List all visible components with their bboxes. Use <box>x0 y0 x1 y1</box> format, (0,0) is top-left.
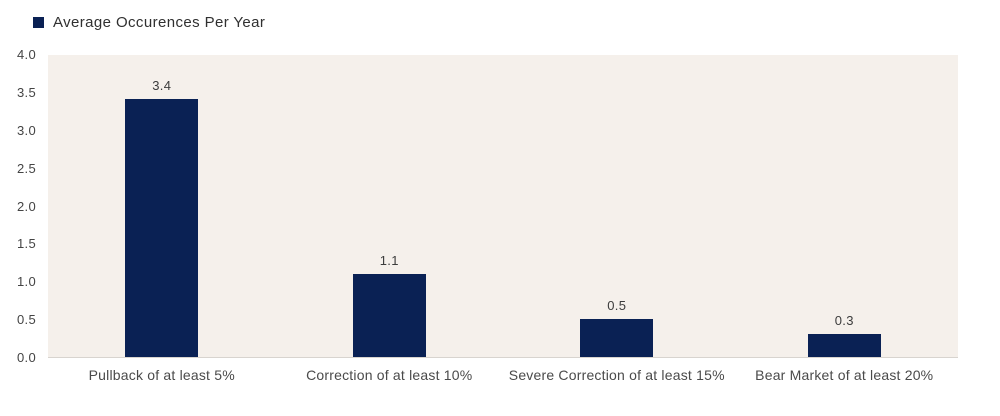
plot-area: 3.4 1.1 0.5 0.3 <box>48 55 958 358</box>
y-tick-label: 1.0 <box>17 274 36 290</box>
bar-value-label: 0.3 <box>834 313 854 329</box>
x-axis: Pullback of at least 5% Correction of at … <box>48 366 958 388</box>
y-tick-label: 1.5 <box>17 236 36 252</box>
legend: Average Occurences Per Year <box>33 14 265 31</box>
y-tick-label: 3.5 <box>17 84 36 100</box>
y-tick-label: 3.0 <box>17 122 36 138</box>
y-axis: 0.0 0.5 1.0 1.5 2.0 2.5 3.0 3.5 4.0 <box>0 0 36 416</box>
bar <box>580 319 654 357</box>
bar <box>125 99 199 357</box>
bar-value-label: 0.5 <box>607 298 627 314</box>
y-tick-label: 4.0 <box>17 47 36 62</box>
x-category-label: Severe Correction of at least 15% <box>508 367 725 383</box>
bar <box>807 334 881 357</box>
bar <box>352 273 426 357</box>
x-category-label: Bear Market of at least 20% <box>755 367 934 383</box>
legend-swatch-icon <box>33 17 44 28</box>
y-tick-label: 2.0 <box>17 198 36 214</box>
legend-label: Average Occurences Per Year <box>53 14 266 31</box>
y-tick-label: 0.0 <box>17 350 36 365</box>
x-category-label: Correction of at least 10% <box>306 367 473 383</box>
bar-value-label: 3.4 <box>152 78 172 94</box>
y-tick-label: 2.5 <box>17 160 36 176</box>
x-category-label: Pullback of at least 5% <box>88 367 235 383</box>
bar-value-label: 1.1 <box>379 252 399 268</box>
y-tick-label: 0.5 <box>17 312 36 328</box>
